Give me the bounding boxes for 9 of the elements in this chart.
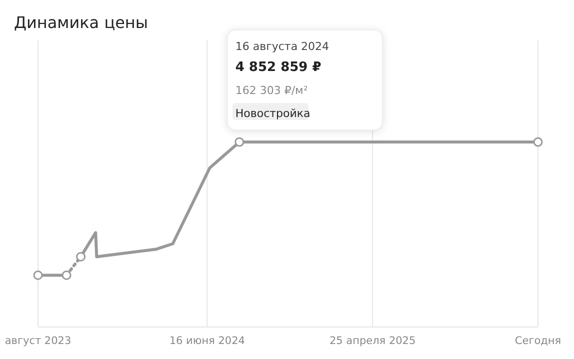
chart-title: Динамика цены [14,13,148,32]
text: 162 303 ₽/м² [235,84,308,97]
x-tick-label: 25 апреля 2025 [329,335,416,347]
text: Новостройка [235,107,310,120]
text: 4 852 859 ₽ [235,60,322,75]
text: 16 августа 2024 [235,40,330,53]
x-tick-label: Сегодня [514,335,562,347]
x-tick-label: 16 июня 2024 [169,335,246,347]
x-tick-label: август 2023 [4,335,72,347]
